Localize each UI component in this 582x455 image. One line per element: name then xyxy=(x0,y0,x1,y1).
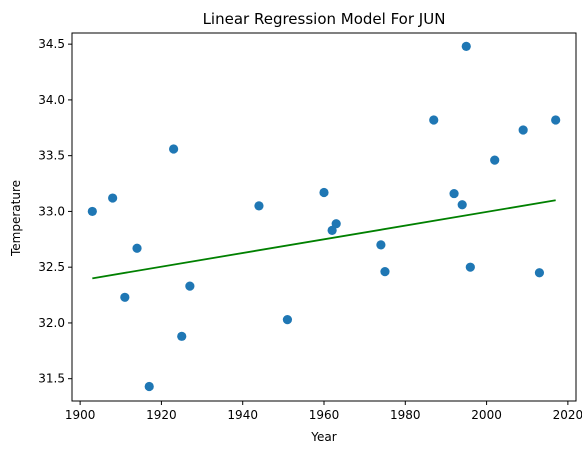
data-point xyxy=(376,240,386,250)
data-point xyxy=(144,381,154,392)
y-tick-label: 34.0 xyxy=(38,93,65,107)
data-point xyxy=(169,144,179,154)
data-point xyxy=(380,267,390,277)
data-point xyxy=(177,331,187,341)
data-point xyxy=(108,193,118,203)
data-point xyxy=(457,200,467,210)
x-tick-label: 2000 xyxy=(471,408,502,422)
data-point xyxy=(319,187,329,198)
x-tick-label: 1960 xyxy=(309,408,340,422)
y-tick-label: 32.5 xyxy=(38,260,65,274)
data-point xyxy=(518,125,528,135)
y-axis: 31.5 32.0 32.5 33.0 33.5 34.0 34.5 xyxy=(38,37,72,386)
regression-line xyxy=(92,199,556,280)
x-tick-label: 2020 xyxy=(553,408,582,422)
x-tick-label: 1920 xyxy=(146,408,177,422)
data-point xyxy=(490,155,500,165)
data-point xyxy=(254,201,264,211)
x-axis-label: Year xyxy=(310,430,336,444)
chart-title: Linear Regression Model For JUN xyxy=(203,10,446,28)
data-point xyxy=(429,115,439,125)
x-tick-label: 1900 xyxy=(65,408,96,422)
y-tick-label: 31.5 xyxy=(38,372,65,386)
y-tick-label: 32.0 xyxy=(38,316,65,330)
data-point xyxy=(534,268,545,278)
data-point xyxy=(465,262,475,272)
y-axis-label: Temperature xyxy=(9,180,23,257)
data-point xyxy=(185,281,195,291)
data-point xyxy=(327,225,337,235)
data-point xyxy=(331,219,341,229)
data-point xyxy=(551,115,561,125)
data-point xyxy=(87,206,97,217)
plot-frame xyxy=(71,32,577,402)
data-point xyxy=(120,292,130,302)
data-point xyxy=(132,243,142,253)
x-tick-label: 1940 xyxy=(227,408,258,422)
plot-area xyxy=(87,41,561,392)
data-point xyxy=(449,188,459,199)
data-point xyxy=(282,314,293,325)
x-axis: 1900 1920 1940 1960 1980 2000 2020 xyxy=(65,401,582,422)
x-tick-label: 1980 xyxy=(390,408,421,422)
y-tick-label: 34.5 xyxy=(38,37,65,51)
data-point xyxy=(461,41,471,51)
y-tick-label: 33.0 xyxy=(38,204,65,218)
y-tick-label: 33.5 xyxy=(38,149,65,163)
